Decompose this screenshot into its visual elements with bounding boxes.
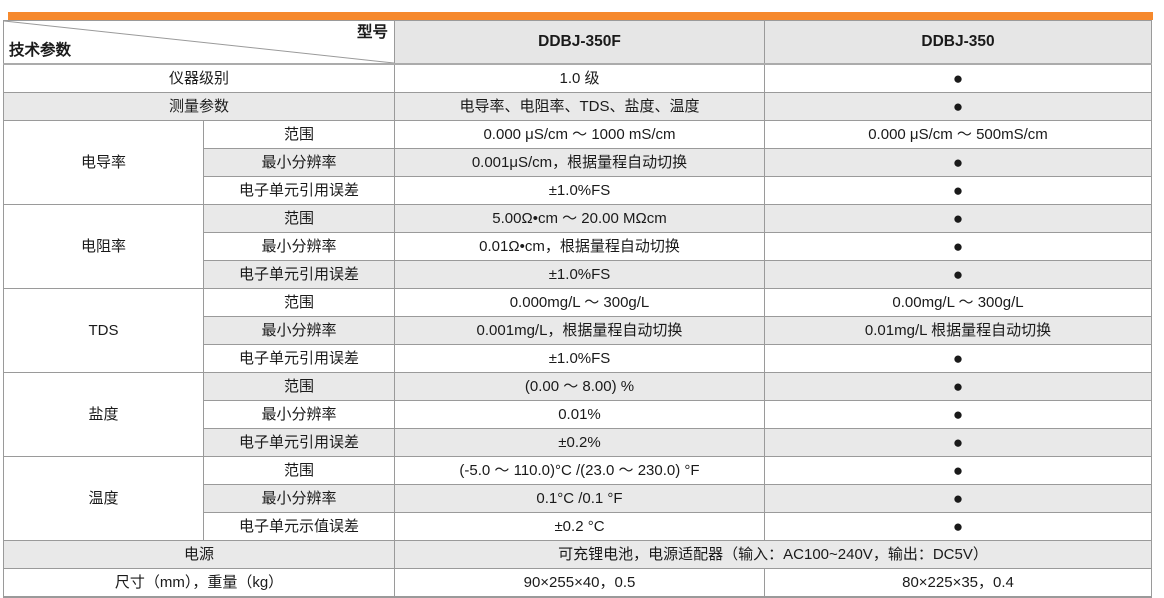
param-label: 最小分辨率	[203, 484, 395, 513]
value-350f: 0.001mg/L，根据量程自动切换	[394, 316, 765, 345]
column-header-ddbj-350: DDBJ-350	[764, 20, 1152, 65]
param-label: 电子单元引用误差	[203, 176, 395, 205]
param-label: 电子单元示值误差	[203, 512, 395, 541]
size-value-350: 80×225×35，0.4	[764, 568, 1152, 598]
size-value-350f: 90×255×40，0.5	[394, 568, 765, 598]
value-350f: 0.000 μS/cm ～ 1000 mS/cm	[394, 120, 765, 149]
value-350f: ±1.0%FS	[394, 344, 765, 373]
param-label: 范围	[203, 204, 395, 233]
table-row: 最小分辨率 0.001mg/L，根据量程自动切换 0.01mg/L 根据量程自动…	[4, 316, 1152, 345]
row-label-grade: 仪器级别	[3, 63, 395, 93]
value-350f: ±0.2%	[394, 428, 765, 457]
grade-value-350f: 1.0 级	[394, 63, 765, 93]
dot-indicator: ●	[764, 344, 1152, 373]
diagonal-divider	[4, 21, 394, 63]
params-value-350f: 电导率、电阻率、TDS、盐度、温度	[394, 92, 765, 121]
dot-indicator: ●	[764, 428, 1152, 457]
param-label: 最小分辨率	[203, 148, 395, 177]
dot-indicator: ●	[764, 232, 1152, 261]
table-row: 电阻率 范围 5.00Ω•cm ～ 20.00 MΩcm ●	[3, 204, 1152, 289]
table-header-row: 型号 技术参数 DDBJ-350F DDBJ-350	[3, 20, 1152, 65]
corner-header-cell: 型号 技术参数	[3, 20, 395, 65]
value-350f: (-5.0 ～ 110.0)°C /(23.0 ～ 230.0) °F	[394, 456, 765, 485]
table-row: TDS 范围 0.000mg/L ～ 300g/L 0.00mg/L ～ 300…	[3, 288, 1152, 373]
table-row: 电子单元示值误差 ±0.2 °C ●	[4, 512, 1152, 541]
param-label: 最小分辨率	[203, 316, 395, 345]
dot-indicator: ●	[764, 204, 1152, 233]
param-label: 范围	[203, 372, 395, 401]
value-350f: 0.1°C /0.1 °F	[394, 484, 765, 513]
dot-indicator: ●	[764, 372, 1152, 401]
value-350: 0.000 μS/cm ～ 500mS/cm	[764, 120, 1152, 149]
dot-indicator: ●	[764, 456, 1152, 485]
group-label-resistivity: 电阻率	[3, 204, 204, 289]
spec-table: 型号 技术参数 DDBJ-350F DDBJ-350 仪器级别 1.0 级 ● …	[3, 20, 1152, 598]
value-350f: 5.00Ω•cm ～ 20.00 MΩcm	[394, 204, 765, 233]
table-row: 电子单元引用误差 ±1.0%FS ●	[4, 260, 1152, 289]
param-label: 最小分辨率	[203, 232, 395, 261]
table-row: 电源 可充锂电池，电源适配器（输入：AC100~240V，输出：DC5V）	[3, 540, 1152, 569]
value-350: 0.01mg/L 根据量程自动切换	[764, 316, 1152, 345]
param-label: 最小分辨率	[203, 400, 395, 429]
group-label-tds: TDS	[3, 288, 204, 373]
param-label: 范围	[203, 288, 395, 317]
param-label: 电子单元引用误差	[203, 260, 395, 289]
dot-indicator: ●	[764, 92, 1152, 121]
value-350f: ±0.2 °C	[394, 512, 765, 541]
group-label-conductivity: 电导率	[3, 120, 204, 205]
dot-indicator: ●	[764, 148, 1152, 177]
value-350: 0.00mg/L ～ 300g/L	[764, 288, 1152, 317]
param-label: 电子单元引用误差	[203, 344, 395, 373]
value-350f: (0.00 ～ 8.00) %	[394, 372, 765, 401]
power-value: 可充锂电池，电源适配器（输入：AC100~240V，输出：DC5V）	[394, 540, 1152, 569]
table-row: 测量参数 电导率、电阻率、TDS、盐度、温度 ●	[3, 92, 1152, 121]
dot-indicator: ●	[764, 260, 1152, 289]
dot-indicator: ●	[764, 484, 1152, 513]
table-row: 最小分辨率 0.01Ω•cm，根据量程自动切换 ●	[4, 232, 1152, 261]
value-350f: ±1.0%FS	[394, 176, 765, 205]
table-row: 电导率 范围 0.000 μS/cm ～ 1000 mS/cm 0.000 μS…	[3, 120, 1152, 205]
table-row: 盐度 范围 (0.00 ～ 8.00) % ●	[3, 372, 1152, 457]
value-350f: 0.000mg/L ～ 300g/L	[394, 288, 765, 317]
dot-indicator: ●	[764, 176, 1152, 205]
row-label-power: 电源	[3, 540, 395, 569]
value-350f: 0.001μS/cm，根据量程自动切换	[394, 148, 765, 177]
table-row: 尺寸（mm），重量（kg） 90×255×40，0.5 80×225×35，0.…	[3, 568, 1152, 598]
dot-indicator: ●	[764, 512, 1152, 541]
param-label: 范围	[203, 456, 395, 485]
param-label: 范围	[203, 120, 395, 149]
corner-params-label: 技术参数	[9, 42, 72, 60]
dot-indicator: ●	[764, 63, 1152, 93]
column-header-ddbj-350f: DDBJ-350F	[394, 20, 765, 65]
row-label-params: 测量参数	[3, 92, 395, 121]
param-label: 电子单元引用误差	[203, 428, 395, 457]
dot-indicator: ●	[764, 400, 1152, 429]
corner-model-label: 型号	[356, 24, 388, 41]
value-350f: 0.01%	[394, 400, 765, 429]
value-350f: 0.01Ω•cm，根据量程自动切换	[394, 232, 765, 261]
table-row: 温度 范围 (-5.0 ～ 110.0)°C /(23.0 ～ 230.0) °…	[3, 456, 1152, 541]
table-row: 电子单元引用误差 ±1.0%FS ●	[4, 176, 1152, 205]
table-row: 仪器级别 1.0 级 ●	[3, 63, 1152, 93]
group-label-salinity: 盐度	[3, 372, 204, 457]
value-350f: ±1.0%FS	[394, 260, 765, 289]
accent-bar	[8, 12, 1153, 20]
group-label-temperature: 温度	[3, 456, 204, 541]
table-row: 电子单元引用误差 ±0.2% ●	[4, 428, 1152, 457]
row-label-size-weight: 尺寸（mm），重量（kg）	[3, 568, 395, 598]
